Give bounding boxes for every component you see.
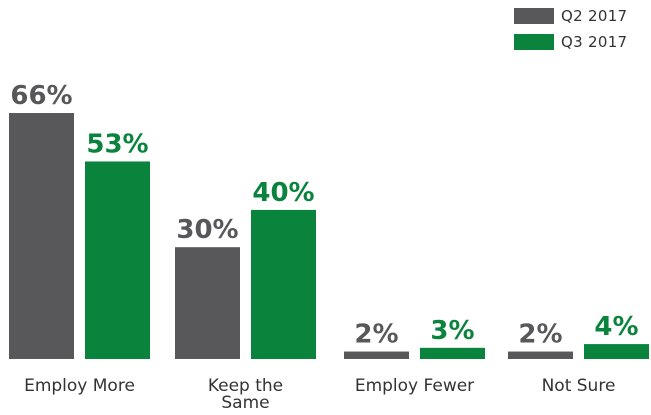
legend: Q2 2017 Q3 2017 [514, 6, 634, 58]
data-label-q3-0: 53% [86, 129, 148, 159]
bar-q2-2 [344, 351, 409, 359]
data-label-q3-3: 4% [594, 312, 638, 342]
data-label-q2-3: 2% [518, 320, 562, 350]
bar-q3-3 [584, 344, 649, 359]
category-label-1-line-1: Same [221, 393, 269, 413]
category-label-2: Employ Fewer [355, 376, 474, 396]
category-label-1-line-0: Keep the [208, 376, 283, 396]
data-label-q2-0: 66% [10, 81, 72, 111]
bar-q2-1 [175, 247, 240, 359]
data-label-q3-1: 40% [252, 178, 314, 208]
data-label-q2-2: 2% [354, 320, 398, 350]
bar-q2-3 [508, 351, 573, 359]
data-label-q3-2: 3% [430, 316, 474, 346]
bar-q3-1 [251, 209, 316, 359]
bar-q2-0 [9, 113, 74, 359]
category-label-3: Not Sure [542, 376, 616, 396]
category-label-0: Employ More [24, 376, 135, 396]
legend-label-q3: Q3 2017 [561, 33, 628, 51]
legend-item-q3: Q3 2017 [514, 32, 634, 52]
legend-label-q2: Q2 2017 [561, 7, 628, 25]
legend-swatch-q3 [514, 34, 554, 50]
legend-item-q2: Q2 2017 [514, 6, 634, 26]
data-label-q2-1: 30% [176, 215, 238, 245]
bar-q3-0 [85, 161, 150, 359]
legend-swatch-q2 [514, 8, 554, 24]
bar-q3-2 [420, 347, 485, 359]
